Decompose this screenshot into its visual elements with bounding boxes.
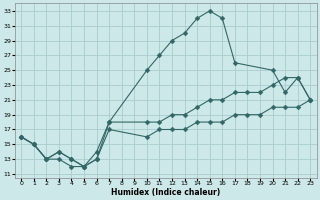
X-axis label: Humidex (Indice chaleur): Humidex (Indice chaleur)	[111, 188, 220, 197]
